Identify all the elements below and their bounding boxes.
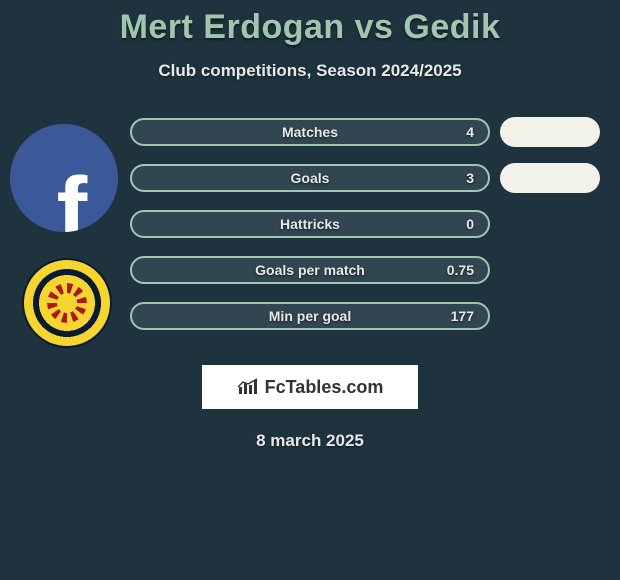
left-slot [10,247,130,293]
stat-label: Goals per match [255,262,365,278]
stats-rows: Matches 4 Goals 3 Hattricks 0 Goals per … [0,109,620,339]
date-label: 8 march 2025 [0,431,620,451]
stat-row: Goals per match 0.75 [0,247,620,293]
right-slot [490,201,610,247]
stat-pill-goals: Goals 3 [130,164,490,192]
stat-pill-gpm: Goals per match 0.75 [130,256,490,284]
right-slot [490,155,610,201]
left-slot [10,109,130,155]
left-slot [10,155,130,201]
stat-row: Min per goal 177 [0,293,620,339]
stat-value-left: 4 [466,124,474,140]
stat-label: Min per goal [269,308,351,324]
stat-value-left: 0 [466,216,474,232]
stat-pill-hattricks: Hattricks 0 [130,210,490,238]
stat-pill-matches: Matches 4 [130,118,490,146]
stat-value-left: 3 [466,170,474,186]
subtitle: Club competitions, Season 2024/2025 [0,61,620,81]
stat-label: Hattricks [280,216,340,232]
stat-pill-minpergoal: Min per goal 177 [130,302,490,330]
player2-pill [500,163,600,193]
branding-label: FcTables.com [265,377,384,398]
branding-badge: FcTables.com [202,365,418,409]
right-slot [490,247,610,293]
right-slot [490,293,610,339]
stat-row: Hattricks 0 [0,201,620,247]
page-title: Mert Erdogan vs Gedik [0,0,620,47]
stat-label: Goals [291,170,330,186]
stat-row: Goals 3 [0,155,620,201]
bar-chart-icon [237,378,259,396]
stat-label: Matches [282,124,338,140]
left-slot [10,201,130,247]
stat-row: Matches 4 [0,109,620,155]
stat-value-left: 177 [451,308,474,324]
stat-value-left: 0.75 [447,262,474,278]
player2-pill [500,117,600,147]
right-slot [490,109,610,155]
left-slot [10,293,130,339]
